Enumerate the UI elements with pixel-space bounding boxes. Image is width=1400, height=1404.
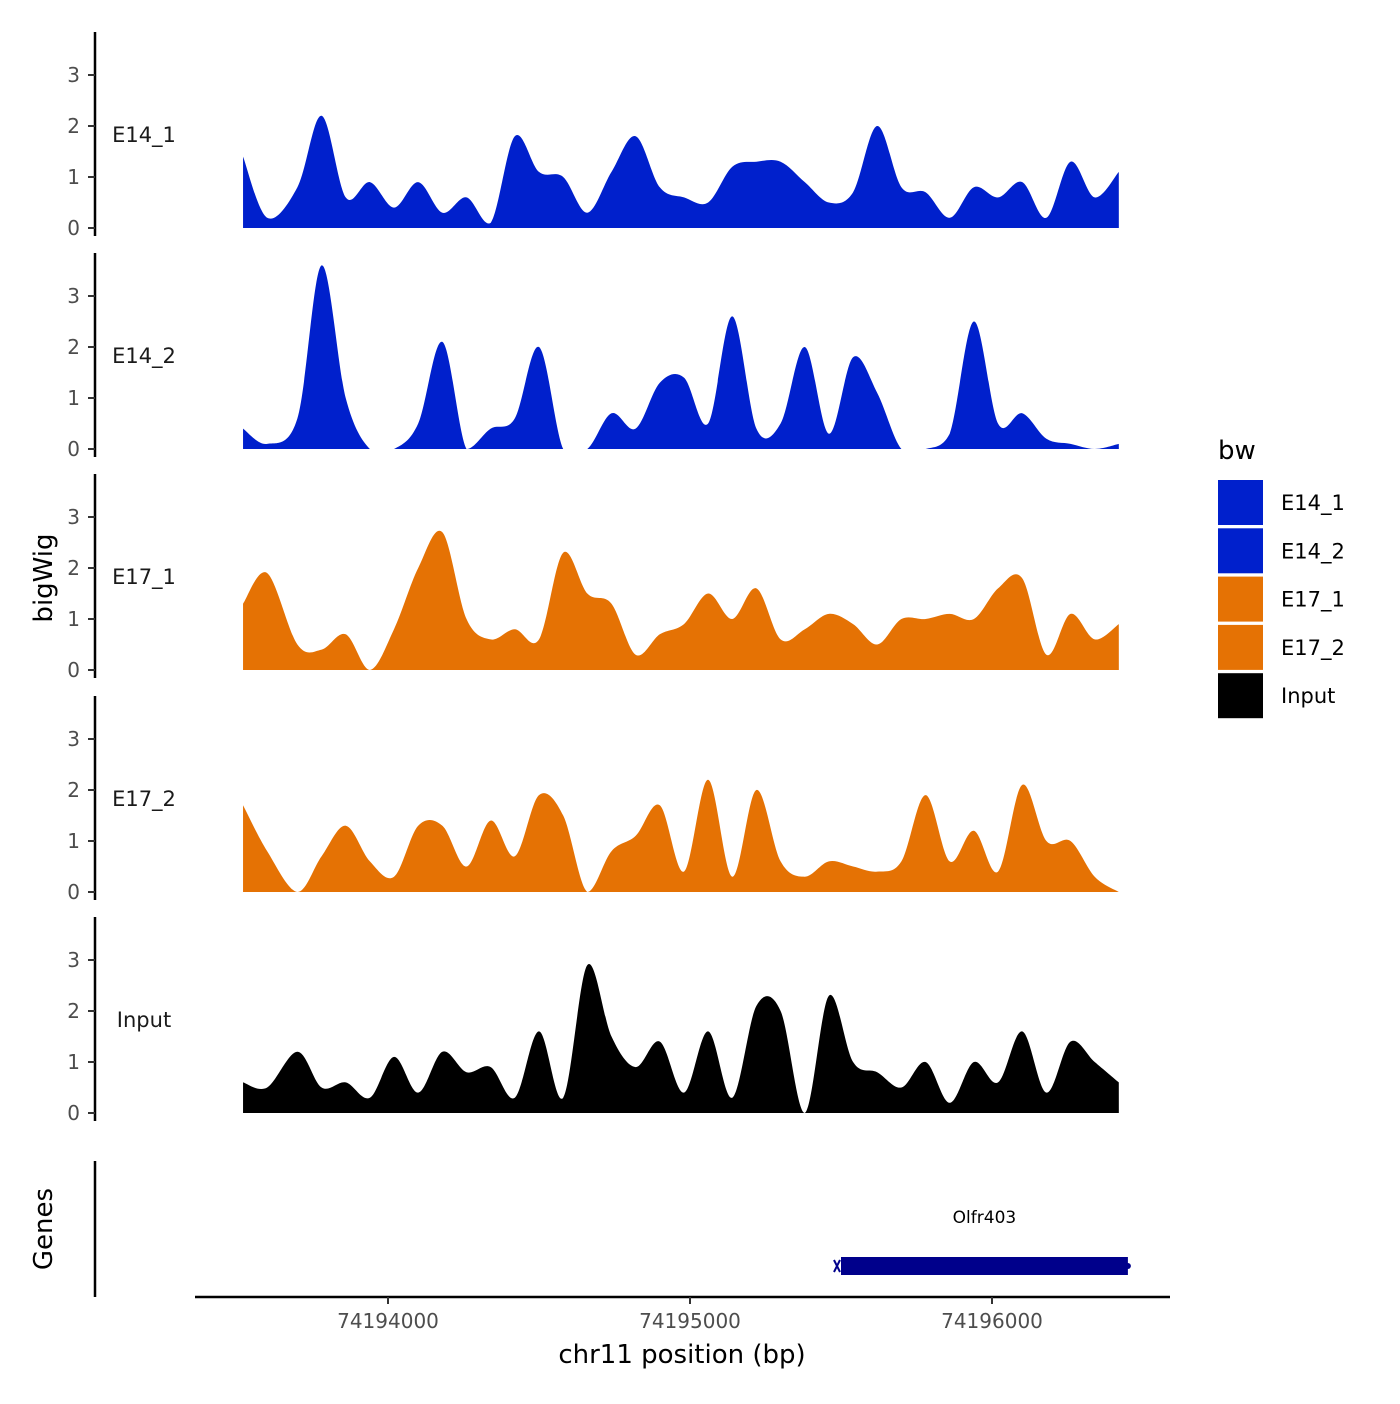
x-tick-label-74194000: 74194000 <box>337 1309 439 1333</box>
legend-label-input: Input <box>1281 684 1335 708</box>
y-tick-label-input-2: 2 <box>67 999 80 1023</box>
y-tick-label-e17-1-3: 3 <box>67 505 80 529</box>
y-tick-label-input-1: 1 <box>67 1050 80 1074</box>
y-tick-label-e17-2-2: 2 <box>67 778 80 802</box>
y-tick-label-e14-1-3: 3 <box>67 63 80 87</box>
signal-area-input <box>243 964 1119 1113</box>
track-label-input: Input <box>117 1008 171 1032</box>
legend-label-e14-1: E14_1 <box>1281 491 1345 516</box>
y-tick-label-e17-1-1: 1 <box>67 607 80 631</box>
track-label-e14-1: E14_1 <box>112 123 176 148</box>
gene-body-olfr403 <box>841 1257 1128 1275</box>
y-axis-title: bigWig <box>29 533 59 622</box>
y-tick-label-e14-2-0: 0 <box>67 437 80 461</box>
legend-title: bw <box>1218 436 1256 466</box>
legend-swatch-e14-1 <box>1218 480 1263 525</box>
gene-end-marker <box>1124 1263 1131 1269</box>
y-tick-label-e17-1-0: 0 <box>67 658 80 682</box>
genes-track-title: Genes <box>29 1188 59 1270</box>
y-tick-label-e14-2-1: 1 <box>67 386 80 410</box>
y-tick-label-e14-1-2: 2 <box>67 114 80 138</box>
legend-label-e17-1: E17_1 <box>1281 588 1345 613</box>
gene-start-marker-b <box>833 1259 841 1273</box>
legend-swatch-e14-2 <box>1218 528 1263 574</box>
gene-label-olfr403: Olfr403 <box>953 1208 1017 1228</box>
legend-swatch-e17-2 <box>1218 624 1263 670</box>
y-tick-label-e14-2-3: 3 <box>67 284 80 308</box>
signal-area-e17-1 <box>243 530 1119 670</box>
y-tick-label-e17-2-0: 0 <box>67 880 80 904</box>
y-tick-label-e14-1-1: 1 <box>67 165 80 189</box>
legend-label-e17-2: E17_2 <box>1281 636 1345 661</box>
y-tick-label-e14-1-0: 0 <box>67 216 80 240</box>
signal-area-e14-1 <box>243 115 1119 228</box>
signal-area-e17-2 <box>243 779 1119 892</box>
y-tick-label-e17-2-3: 3 <box>67 727 80 751</box>
x-tick-label-74195000: 74195000 <box>639 1309 741 1333</box>
y-tick-label-input-0: 0 <box>67 1101 80 1125</box>
x-axis-title: chr11 position (bp) <box>558 1340 805 1370</box>
track-label-e14-2: E14_2 <box>112 344 176 369</box>
y-tick-label-e17-2-1: 1 <box>67 829 80 853</box>
y-tick-label-e17-1-2: 2 <box>67 556 80 580</box>
legend-label-e14-2: E14_2 <box>1281 539 1345 564</box>
y-tick-label-input-3: 3 <box>67 948 80 972</box>
legend-swatch-e17-1 <box>1218 576 1263 622</box>
signal-area-e14-2 <box>243 265 1119 449</box>
y-tick-label-e14-2-2: 2 <box>67 335 80 359</box>
legend-swatch-input <box>1218 673 1263 719</box>
track-label-e17-1: E17_1 <box>112 565 176 590</box>
track-label-e17-2: E17_2 <box>112 787 176 812</box>
x-tick-label-74196000: 74196000 <box>941 1309 1043 1333</box>
